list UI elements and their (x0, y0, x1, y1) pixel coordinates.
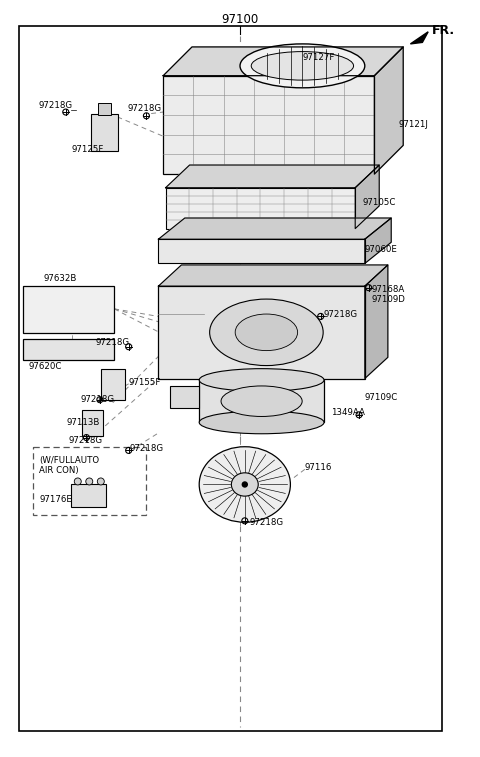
Text: 97218G: 97218G (68, 436, 102, 445)
Text: 97632B: 97632B (43, 274, 77, 283)
Text: 97109C: 97109C (365, 393, 398, 402)
Ellipse shape (235, 314, 298, 350)
Polygon shape (365, 218, 391, 263)
Bar (98, 103, 111, 115)
Text: 97218G: 97218G (38, 101, 72, 111)
Ellipse shape (199, 447, 290, 522)
Bar (199, 380, 324, 422)
Text: 97168A: 97168A (372, 285, 405, 294)
Bar (23, 286, 114, 333)
Polygon shape (355, 165, 379, 229)
Text: 97060E: 97060E (365, 245, 397, 254)
Bar (166, 188, 355, 229)
Text: FR.: FR. (432, 23, 455, 37)
Text: 97121J: 97121J (398, 120, 428, 129)
Polygon shape (158, 218, 391, 239)
Bar (163, 76, 374, 174)
Bar (170, 386, 199, 407)
Text: 97155F: 97155F (129, 378, 161, 387)
Text: 97100: 97100 (221, 13, 259, 26)
Text: 97620C: 97620C (29, 362, 62, 371)
Text: 97218G: 97218G (324, 310, 358, 319)
Polygon shape (365, 265, 388, 378)
Bar (101, 369, 125, 400)
Text: 97109D: 97109D (372, 295, 406, 304)
Polygon shape (163, 47, 403, 76)
Ellipse shape (199, 411, 324, 434)
Text: AIR CON): AIR CON) (39, 466, 79, 475)
Text: 97218G: 97218G (127, 104, 161, 113)
Text: 97127F: 97127F (302, 53, 335, 62)
Text: 97218G: 97218G (96, 338, 130, 347)
Bar (19, 26, 442, 731)
Bar (91, 114, 118, 151)
Text: 97176E: 97176E (39, 495, 72, 504)
Text: 97116: 97116 (305, 463, 332, 472)
Ellipse shape (231, 473, 258, 496)
Text: 97125F: 97125F (71, 145, 103, 154)
Polygon shape (374, 47, 403, 174)
Ellipse shape (199, 369, 324, 391)
Text: 1349AA: 1349AA (331, 408, 365, 417)
Bar (71, 484, 106, 507)
Text: 97218G: 97218G (81, 395, 115, 404)
Text: 97218G: 97218G (130, 444, 164, 453)
Circle shape (97, 478, 104, 485)
Text: (W/FULLAUTO: (W/FULLAUTO (39, 456, 99, 465)
Bar (33, 447, 146, 515)
Ellipse shape (251, 51, 354, 80)
Ellipse shape (210, 299, 323, 366)
Polygon shape (158, 265, 388, 286)
Polygon shape (410, 32, 428, 44)
Circle shape (242, 482, 247, 487)
Bar (23, 339, 114, 360)
Text: 97218G: 97218G (250, 518, 284, 527)
Polygon shape (166, 165, 379, 188)
Bar (158, 286, 365, 378)
Text: 97113B: 97113B (66, 418, 100, 427)
Circle shape (86, 478, 93, 485)
Ellipse shape (240, 44, 365, 88)
Circle shape (74, 478, 81, 485)
Text: 97105C: 97105C (362, 198, 396, 207)
Ellipse shape (221, 386, 302, 416)
Bar (158, 239, 365, 263)
Bar (82, 410, 103, 436)
